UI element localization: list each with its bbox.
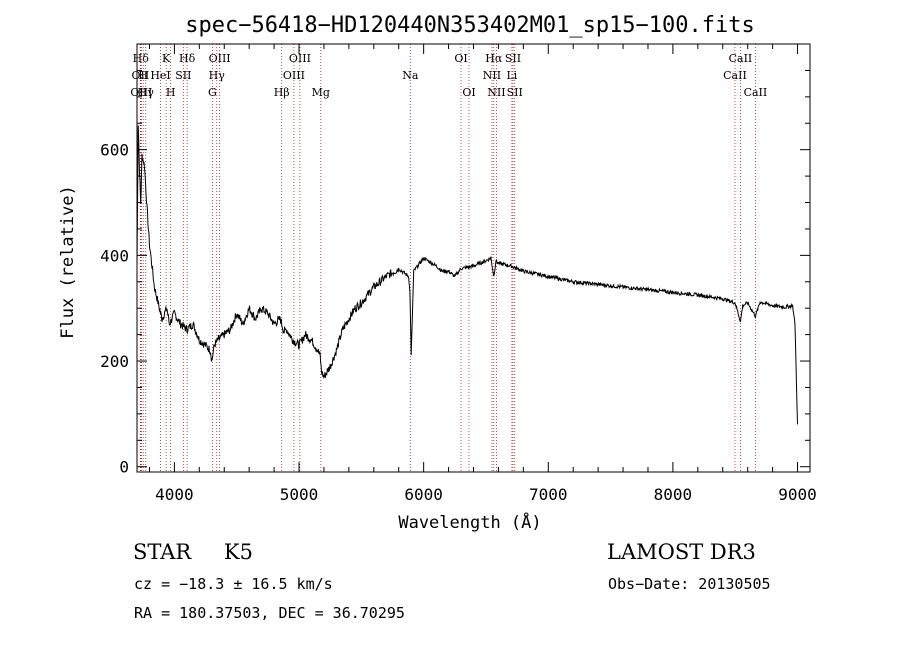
- x-tick-label: 9000: [778, 485, 817, 504]
- line-label-16: Mg: [312, 86, 330, 99]
- line-label-5: K: [162, 52, 171, 65]
- line-label-23: SII: [505, 52, 521, 65]
- line-label-27: CaII: [723, 69, 747, 82]
- x-tick-label: 5000: [280, 485, 319, 504]
- axis-ticks: 4000 5000 6000 7000 8000 9000 0 200 400 600: [100, 44, 817, 504]
- line-label-3: H: [138, 69, 148, 82]
- observation-date: Obs−Date: 20130505: [608, 575, 771, 593]
- chart-title: spec−56418−HD120440N353402M01_sp15−100.f…: [185, 13, 755, 38]
- redshift-readout: cz = −18.3 ± 16.5 km/s: [134, 575, 333, 593]
- object-class-value: STAR: [133, 540, 192, 564]
- coordinates-readout: RA = 180.37503, DEC = 36.70295: [134, 604, 405, 622]
- survey-name: LAMOST DR3: [607, 540, 756, 564]
- line-label-15: OIII: [283, 69, 305, 82]
- line-label-13: Hβ: [274, 86, 290, 99]
- line-label-18: OI: [454, 52, 467, 65]
- y-tick-label: 0: [119, 458, 129, 477]
- spectrum-series: [136, 125, 798, 425]
- line-label-19: OI: [462, 86, 475, 99]
- line-label-9: Hδ: [179, 52, 196, 65]
- line-label-1: OII: [132, 69, 150, 82]
- line-label-24: Li: [506, 69, 517, 82]
- line-label-8: SII: [175, 69, 191, 82]
- line-label-12: G: [208, 86, 217, 99]
- line-label-6: HeI: [150, 69, 170, 82]
- y-tick-label: 200: [100, 352, 129, 371]
- y-axis-label: Flux (relative): [58, 185, 78, 339]
- x-tick-label: 8000: [654, 485, 693, 504]
- x-tick-label: 7000: [529, 485, 568, 504]
- line-label-4: Hγ: [138, 86, 155, 99]
- line-label-26: CaII: [729, 52, 753, 65]
- object-class: STAR K5: [133, 540, 253, 564]
- plot-frame: [136, 43, 811, 473]
- y-tick-label: 600: [100, 141, 129, 160]
- line-label-21: NII: [483, 69, 501, 82]
- line-label-0: Hδ: [133, 52, 150, 65]
- line-label-2: OIII: [130, 86, 152, 99]
- line-label-11: Hγ: [209, 69, 226, 82]
- line-label-28: CaII: [744, 86, 768, 99]
- line-label-20: Hα: [485, 52, 503, 65]
- line-label-14: OIII: [289, 52, 311, 65]
- x-axis-label: Wavelength (Å): [398, 511, 541, 533]
- x-tick-label: 6000: [404, 485, 443, 504]
- line-label-22: NII: [487, 86, 505, 99]
- object-subclass: K5: [223, 540, 253, 564]
- line-label-25: SII: [507, 86, 523, 99]
- line-label-10: OIII: [209, 52, 231, 65]
- line-label-7: H: [166, 86, 176, 99]
- x-tick-label: 4000: [155, 485, 194, 504]
- spectrum-line: [136, 125, 798, 425]
- line-label-17: Na: [402, 69, 419, 82]
- y-tick-label: 400: [100, 246, 129, 265]
